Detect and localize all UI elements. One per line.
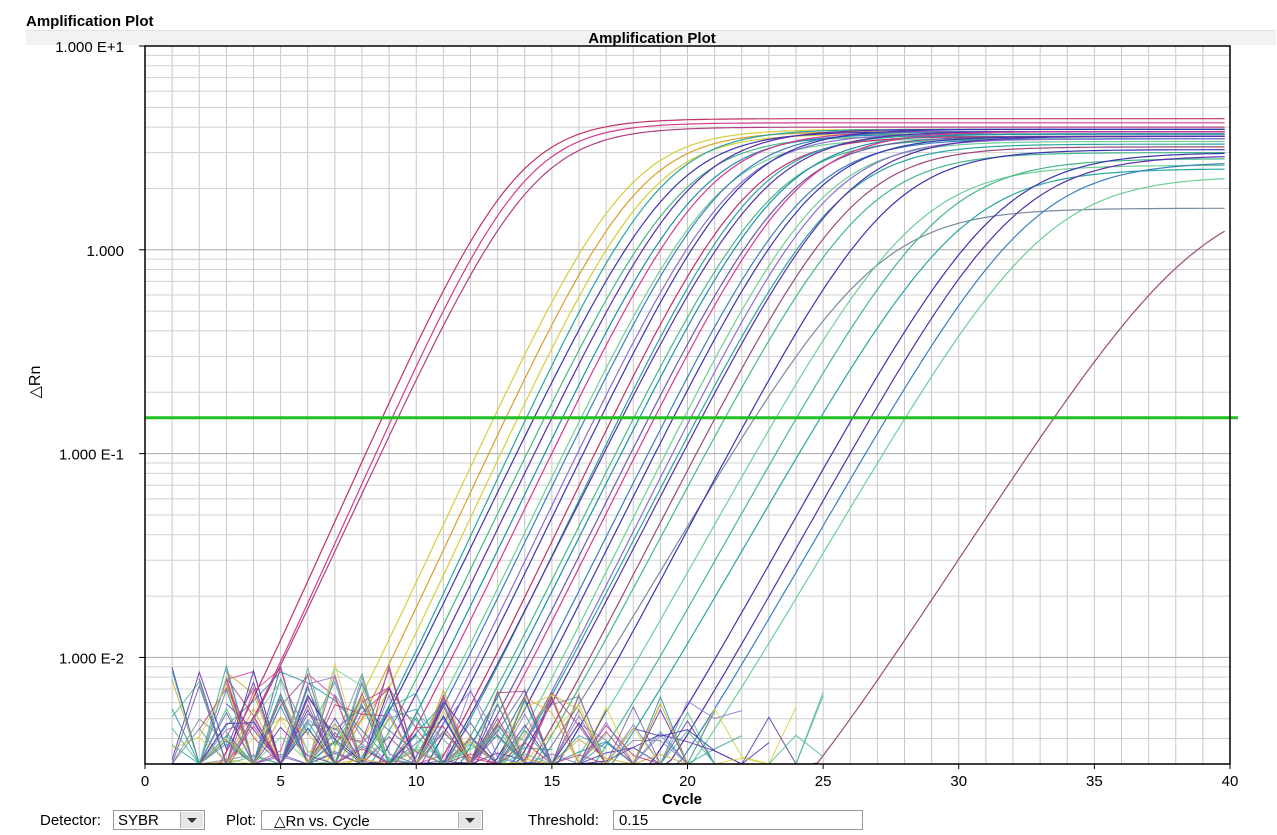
y-axis-ticks: 1.000 E-2 1.000 E-1 1.000 1.000 E+1 (55, 39, 145, 667)
y-tick-label: 1.000 (86, 243, 124, 260)
plot-label: Plot: (226, 812, 257, 829)
detector-dropdown-button[interactable] (180, 812, 203, 828)
amplification-curve (172, 126, 1225, 765)
amplification-plot-chart: 0 5 10 15 20 25 30 35 40 1.000 E-21.000 E-11.000… (27, 30, 1239, 805)
plot-dropdown-button[interactable] (458, 812, 481, 828)
x-tick-label: 20 (679, 773, 696, 790)
detector-label: Detector: (40, 812, 101, 829)
x-tick-label: 35 (1086, 773, 1103, 790)
amplification-curve (172, 122, 1225, 765)
y-axis-label: △Rn (27, 366, 44, 399)
x-tick-label: 0 (141, 773, 149, 790)
panel-header-strip (26, 30, 1276, 45)
x-tick-label: 5 (276, 773, 284, 790)
x-tick-label: 40 (1222, 773, 1239, 790)
threshold-input-field[interactable] (613, 810, 863, 830)
baseline-noise-trace (225, 663, 526, 766)
x-axis-ticks: 0 5 10 15 20 25 30 35 40 (141, 764, 1239, 790)
baseline-noise-trace (199, 692, 363, 765)
chevron-down-icon (465, 818, 475, 823)
y-tick-label: 1.000 E-1 (59, 447, 124, 464)
threshold-label: Threshold: (528, 812, 599, 829)
x-tick-label: 10 (408, 773, 425, 790)
plot-value: △Rn vs. Cycle (274, 813, 370, 830)
plot-select[interactable]: △Rn vs. Cycle (261, 810, 483, 830)
chevron-down-icon (187, 818, 197, 823)
x-tick-label: 25 (815, 773, 832, 790)
grid-lines (144, 45, 1231, 765)
plot-settings-bar: Detector: SYBR Plot: △Rn vs. Cycle Thres… (0, 809, 1277, 835)
chart-title: Amplification Plot (588, 30, 716, 47)
detector-select[interactable]: SYBR (113, 810, 205, 830)
x-tick-label: 15 (544, 773, 561, 790)
panel-title: Amplification Plot (26, 13, 154, 30)
x-axis-label: Cycle (662, 791, 702, 805)
x-tick-label: 30 (950, 773, 967, 790)
y-tick-label: 1.000 E-2 (59, 650, 124, 667)
amplification-curve (172, 118, 1225, 765)
y-tick-label: 1.000 E+1 (55, 39, 124, 56)
baseline-noise-trace (226, 703, 661, 766)
detector-value: SYBR (118, 812, 159, 829)
threshold-input[interactable] (614, 811, 862, 829)
